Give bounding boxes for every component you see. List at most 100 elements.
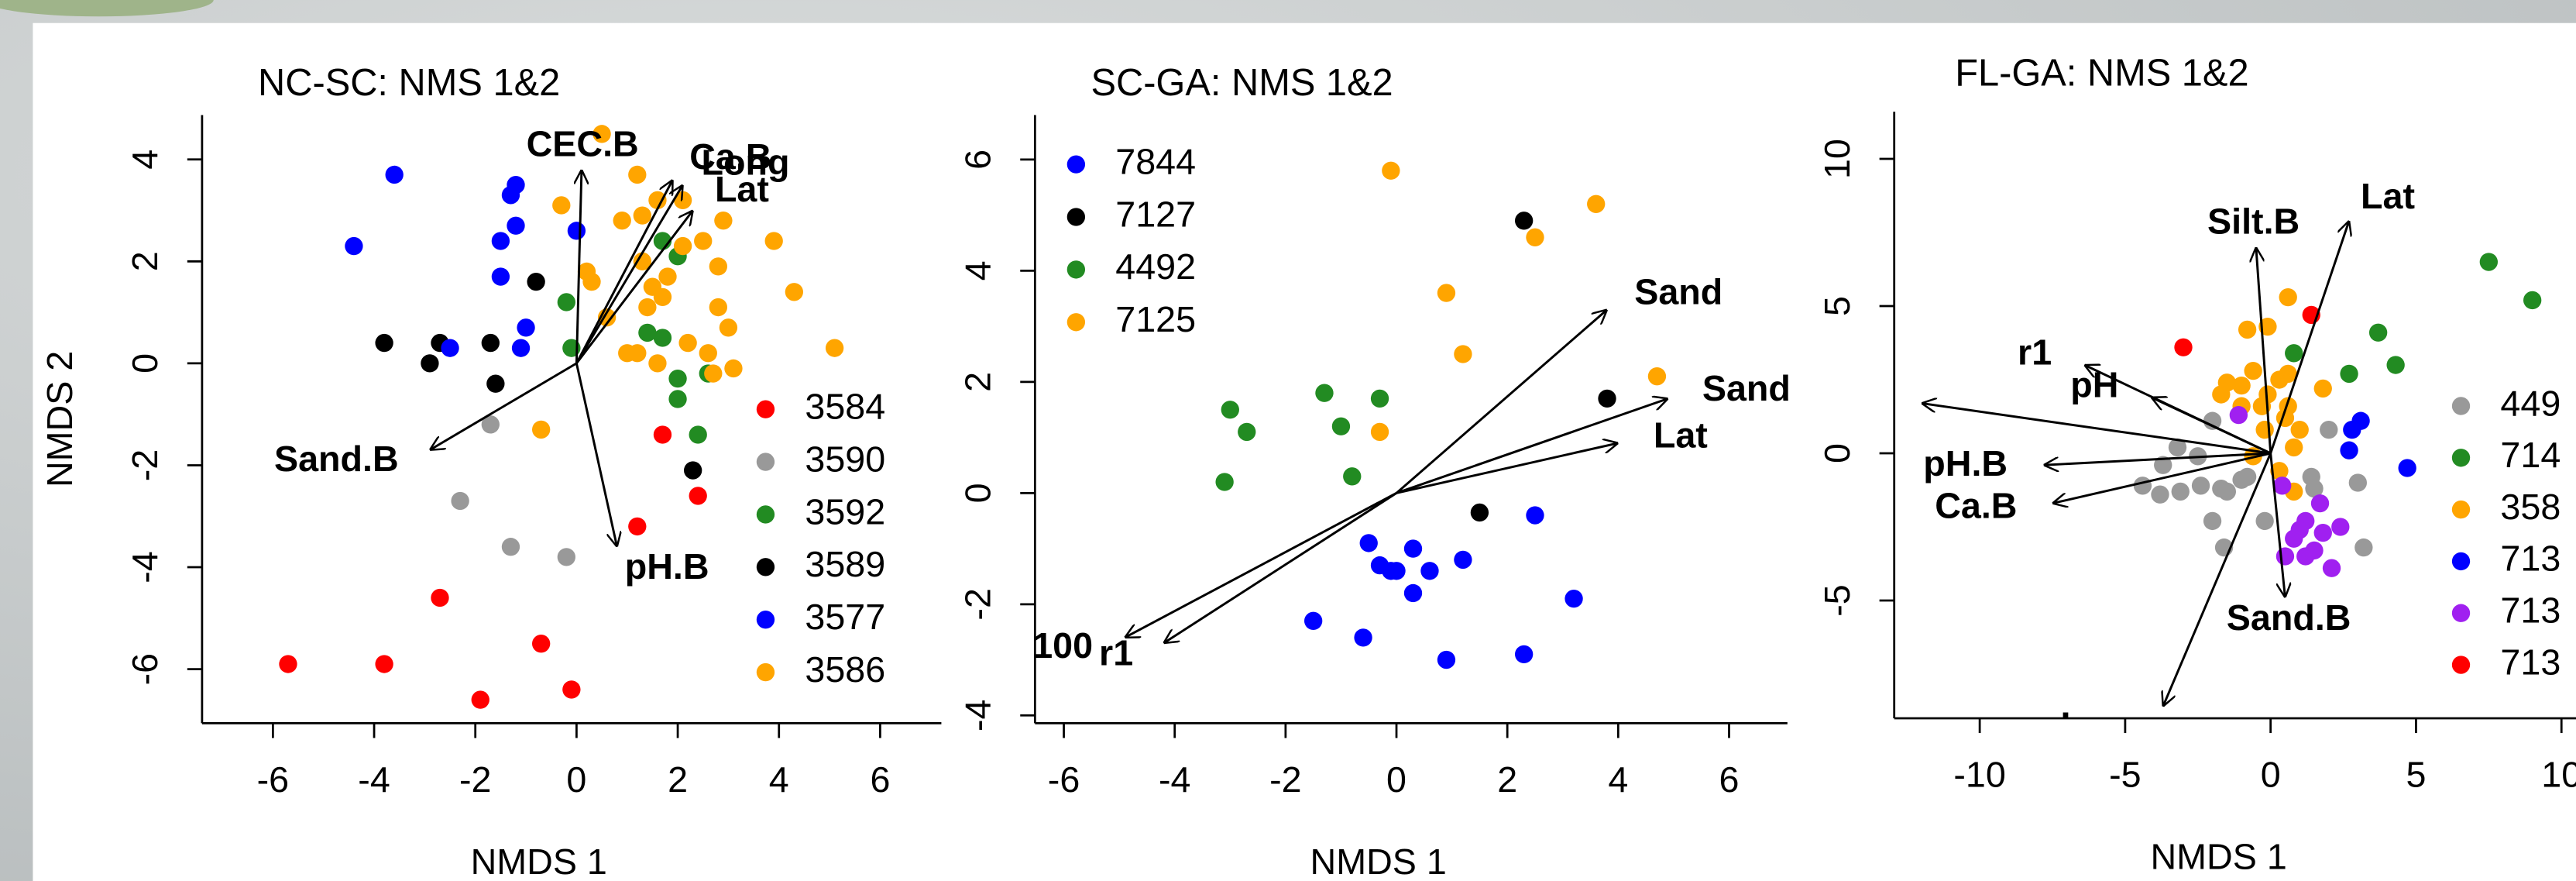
legend-label: 3586 xyxy=(805,649,885,690)
legend-label: 7125 xyxy=(1115,299,1196,339)
legend-label: 7127 xyxy=(1115,194,1196,234)
point xyxy=(1331,417,1351,435)
point xyxy=(1470,503,1489,522)
point xyxy=(633,252,652,270)
legend-marker xyxy=(2451,500,2471,519)
x-axis-label: NMDS 1 xyxy=(2150,837,2286,877)
arrow xyxy=(1396,310,1607,494)
point xyxy=(1587,194,1606,213)
x-tick-label: -6 xyxy=(1048,759,1080,800)
point xyxy=(2320,420,2338,439)
point xyxy=(2479,253,2499,271)
arrow-label: Lat xyxy=(2361,176,2415,216)
arrow xyxy=(1396,398,1668,494)
point xyxy=(694,232,713,250)
point xyxy=(704,364,723,383)
y-tick-label: 0 xyxy=(1817,443,1857,463)
point xyxy=(2313,379,2332,398)
legend-label: 713 xyxy=(2500,642,2561,682)
point xyxy=(1437,650,1456,669)
x-tick-label: 6 xyxy=(870,759,890,800)
point xyxy=(2151,485,2169,504)
point xyxy=(2238,467,2257,487)
point xyxy=(1315,384,1334,402)
chart-title: NC-SC: NMS 1&2 xyxy=(258,62,560,104)
arrow-label: pH xyxy=(2070,365,2118,405)
chart-title: FL-GA: NMS 1&2 xyxy=(1955,52,2248,94)
arrow xyxy=(2269,221,2349,454)
x-tick-label: 4 xyxy=(1608,759,1628,800)
points: Sand Sand Lat r100 r1 7844 7127 4492 7125 xyxy=(1035,141,1791,673)
legend-marker xyxy=(1066,208,1086,226)
point xyxy=(1303,611,1323,631)
point xyxy=(1370,422,1389,442)
point xyxy=(567,222,586,240)
legend-label: 3590 xyxy=(805,439,885,479)
decoration xyxy=(0,0,214,17)
point xyxy=(724,359,743,378)
arrow xyxy=(1396,443,1618,494)
point xyxy=(2212,385,2231,404)
point xyxy=(2270,462,2289,480)
arrow xyxy=(575,363,617,547)
plot: FL-GA: NMS 1&2 -10 -5 0 5 10 -5 0 5 10 NMDS 1 Lat Si… xyxy=(1817,52,2576,877)
point xyxy=(1564,589,1583,608)
point xyxy=(2285,344,2303,363)
point xyxy=(2273,477,2292,495)
point xyxy=(714,212,733,230)
point xyxy=(2191,477,2210,495)
point xyxy=(2238,320,2257,339)
arrow xyxy=(575,180,674,364)
point xyxy=(653,329,672,347)
y-tick-label: -4 xyxy=(958,700,998,731)
point xyxy=(491,267,510,286)
point xyxy=(1370,389,1389,408)
x-tick-label: 2 xyxy=(668,759,688,800)
point xyxy=(684,461,702,480)
x-tick-label: 0 xyxy=(1386,759,1406,800)
arrow xyxy=(575,185,682,364)
legend-marker xyxy=(756,453,775,471)
point xyxy=(552,196,571,215)
arrow-label: r1 xyxy=(2018,332,2052,373)
point xyxy=(2174,338,2193,356)
legend-label: 3584 xyxy=(805,387,885,427)
x-axis-label: NMDS 1 xyxy=(471,841,607,881)
point xyxy=(638,298,657,317)
legend-marker xyxy=(756,558,775,576)
y-tick-label: 4 xyxy=(958,260,998,280)
point xyxy=(2203,411,2222,430)
point xyxy=(562,680,581,699)
point xyxy=(648,354,667,373)
legend-label: 3589 xyxy=(805,544,885,584)
arrow xyxy=(430,362,578,450)
point xyxy=(2232,376,2251,395)
arrow xyxy=(2269,453,2286,597)
point xyxy=(653,425,672,444)
point xyxy=(658,267,677,286)
legend-marker xyxy=(756,662,775,682)
arrow-label: r1 xyxy=(1099,632,1133,673)
point xyxy=(1454,550,1472,570)
point xyxy=(2244,361,2262,380)
point xyxy=(421,354,439,373)
point xyxy=(668,369,687,388)
arrow-label: Sand xyxy=(1634,271,1722,311)
point xyxy=(1647,367,1667,386)
point xyxy=(764,232,783,250)
legend-marker xyxy=(756,505,775,524)
point xyxy=(1343,467,1362,486)
point xyxy=(2279,364,2297,384)
point xyxy=(2340,441,2358,459)
x-tick-label: 10 xyxy=(2541,755,2576,795)
point xyxy=(689,487,707,505)
x-tick-label: -5 xyxy=(2109,755,2142,795)
point xyxy=(699,344,717,363)
point xyxy=(1514,645,1534,664)
y-tick-label: -5 xyxy=(1817,584,1857,617)
point xyxy=(507,216,525,235)
arrow-label: Lat xyxy=(715,169,769,209)
arrow xyxy=(2256,247,2272,454)
point xyxy=(628,517,647,536)
